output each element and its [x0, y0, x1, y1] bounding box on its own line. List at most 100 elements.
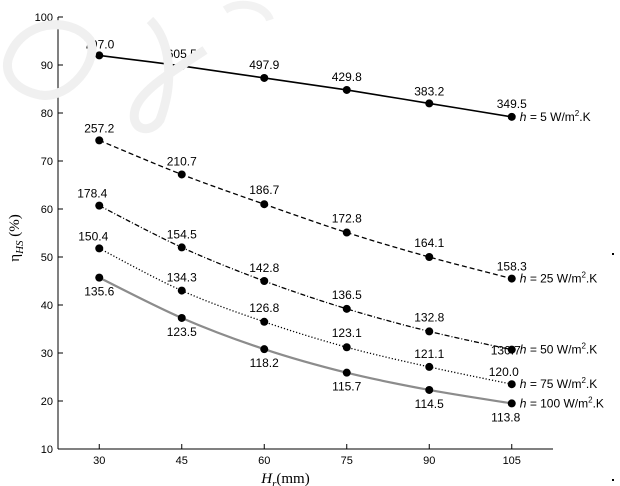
x-tick-label-105: 105	[503, 455, 521, 467]
x-tick-label-45: 45	[176, 455, 188, 467]
series-1-label-6: 349.5	[497, 97, 527, 111]
series-5-name: h = 100 W/m2.K	[520, 395, 604, 410]
y-tick-label-80: 80	[41, 108, 53, 120]
y-tick-label-60: 60	[41, 204, 53, 216]
series-1-name: h = 5 W/m2.K	[520, 109, 591, 124]
series-1-point-1	[95, 51, 104, 60]
series-3-name: h = 50 W/m2.K	[520, 342, 598, 357]
series-2-point-3	[260, 200, 269, 209]
x-axis-title: Hr(mm)	[260, 471, 309, 486]
x-tick-label-75: 75	[341, 455, 353, 467]
series-1-label-4: 429.8	[332, 70, 362, 84]
series-3-label-2: 154.5	[167, 227, 197, 241]
series-5-name-prefix: h =	[520, 396, 540, 410]
series-1-name-sup: 2	[575, 109, 580, 118]
edge-mark-2	[612, 479, 614, 481]
y-axis-title: ηHS (%)	[7, 214, 26, 262]
series-1-line	[99, 54, 512, 118]
y-tick-label-50: 50	[41, 252, 53, 264]
series-4-label-5: 121.1	[414, 347, 444, 361]
series-1-point-6	[507, 112, 516, 121]
series-5-label-2: 123.5	[167, 325, 197, 339]
y-tick-label-10: 10	[41, 444, 53, 456]
series-1-name-prefix: h =	[520, 110, 540, 124]
series-2-label-6: 158.3	[497, 260, 527, 274]
series-5	[95, 273, 516, 408]
series-2-point-1	[95, 136, 104, 145]
series-3-point-2	[177, 243, 186, 252]
x-axis-title-sub: r	[272, 478, 277, 486]
series-3-label-1: 178.4	[77, 187, 107, 201]
series-4-point-4	[342, 343, 351, 352]
series-1-name-suffix: .K	[579, 110, 590, 124]
series-3-point-6	[507, 345, 516, 354]
series-3-label-6: 130.7	[491, 344, 521, 358]
series-4-label-6: 120.0	[489, 365, 519, 379]
series-2-point-4	[342, 228, 351, 237]
series-4-name: h = 75 W/m2.K	[520, 376, 598, 391]
y-tick-label-20: 20	[41, 396, 53, 408]
series-5-label-4: 115.7	[332, 380, 361, 394]
x-axis-title-unit: (mm)	[276, 471, 309, 486]
series-2-point-2	[177, 170, 186, 179]
series-2-line	[99, 139, 512, 280]
series-4-name-suffix: .K	[586, 377, 597, 391]
series-4-point-2	[177, 286, 186, 295]
series-2-label-4: 172.8	[332, 212, 362, 226]
series-1-label-2: 605.5	[167, 47, 197, 61]
series-4-point-5	[425, 362, 434, 371]
series-3-point-5	[425, 327, 434, 336]
series-4-label-2: 134.3	[167, 271, 197, 285]
series-2-label-2: 210.7	[167, 154, 197, 168]
edge-mark-1	[612, 253, 614, 255]
series-1-label-5: 383.2	[414, 84, 444, 98]
series-5-label-3: 118.2	[250, 356, 279, 370]
x-axis-title-main: H	[260, 471, 273, 486]
series-3-name-prefix: h =	[520, 343, 540, 357]
series-4-line	[98, 247, 512, 385]
series-5-point-4	[342, 368, 351, 377]
series-4-point-6	[507, 380, 516, 389]
series-4-label-4: 123.1	[332, 326, 362, 340]
series-2-label-3: 186.7	[249, 183, 279, 197]
y-tick-label-90: 90	[41, 60, 53, 72]
series-5-name-suffix: .K	[593, 396, 604, 410]
series-3-name-value: 50 W/m	[540, 343, 581, 357]
series-2-label-5: 164.1	[414, 236, 444, 250]
x-tick-label-60: 60	[258, 455, 270, 467]
series-4-point-1	[95, 244, 104, 253]
series-5-point-5	[425, 385, 434, 394]
series-4-point-3	[260, 317, 269, 326]
series-3-label-4: 136.5	[332, 288, 362, 302]
series-5-point-2	[177, 313, 186, 322]
series-1-name-value: 5 W/m	[540, 110, 575, 124]
series-5-line	[98, 276, 512, 405]
series-2-name-suffix: .K	[586, 272, 597, 286]
y-tick-label-40: 40	[41, 300, 53, 312]
series-2-name-value: 25 W/m	[540, 272, 581, 286]
series-3-point-4	[342, 304, 351, 313]
series-5-name-sup: 2	[588, 395, 593, 404]
series-1-point-3	[260, 73, 269, 82]
y-tick-label-30: 30	[41, 348, 53, 360]
series-2-name-sup: 2	[581, 271, 586, 280]
series-3-point-1	[95, 201, 104, 210]
series-4-name-value: 75 W/m	[540, 377, 581, 391]
y-tick-label-70: 70	[41, 156, 53, 168]
series-2-point-6	[507, 274, 516, 283]
series-1-point-2	[177, 61, 186, 70]
series-4-name-sup: 2	[581, 376, 586, 385]
series-3-point-3	[260, 277, 269, 285]
series-3-label-5: 132.8	[414, 310, 444, 324]
series-2-name-prefix: h =	[520, 272, 540, 286]
series-4	[95, 244, 516, 389]
series-4-label-1: 150.4	[78, 229, 108, 243]
series-3-line	[98, 205, 512, 351]
series-1-label-1: 797.0	[84, 37, 114, 51]
series-2	[95, 136, 516, 283]
series-1-label-3: 497.9	[249, 58, 279, 72]
series-1-point-4	[342, 85, 351, 94]
series-4-label-3: 126.8	[249, 301, 279, 315]
series-1	[95, 51, 516, 121]
